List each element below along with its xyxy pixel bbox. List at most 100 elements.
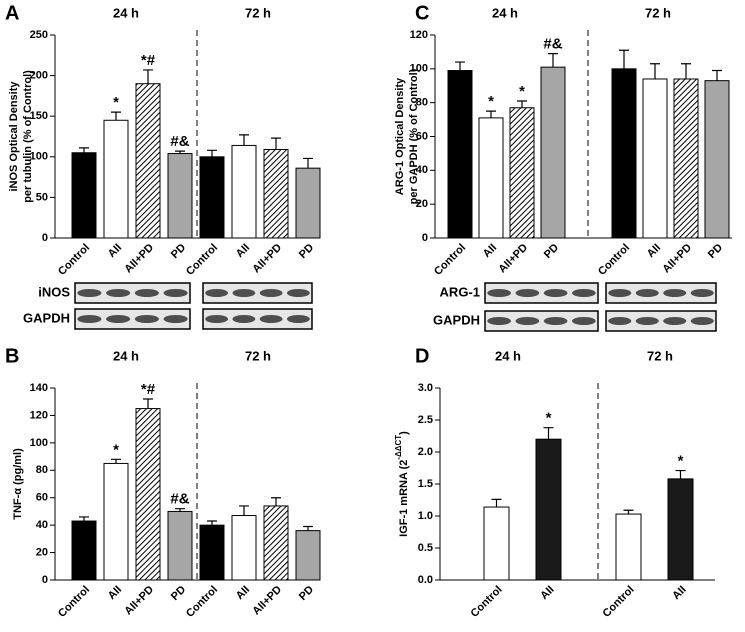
y-axis-label-text: iNOS Optical Density: [8, 81, 20, 192]
y-tick-label: 0.5: [418, 542, 433, 554]
significance-mark: *: [678, 453, 684, 470]
error-bar: [491, 498, 502, 508]
y-tick-label: 2.0: [418, 446, 433, 458]
blot-band: [134, 289, 159, 297]
y-tick-label: 40: [416, 164, 428, 176]
x-tick-label: AII: [234, 584, 252, 602]
x-tick-label: AII: [234, 242, 252, 260]
bar: [71, 152, 97, 239]
bar: [103, 462, 129, 581]
bar: [509, 107, 535, 239]
blot-band: [690, 289, 714, 297]
error-bar: [239, 505, 249, 516]
bar: [103, 119, 129, 239]
y-axis-label: iNOS Optical Density: [8, 81, 20, 192]
bar: [295, 167, 321, 239]
blot-band: [77, 315, 102, 323]
y-tick-label: 60: [36, 492, 48, 504]
error-bar: [517, 100, 527, 108]
blot-band: [286, 289, 310, 297]
panel-label: B: [5, 345, 19, 367]
error-bar: [303, 525, 313, 531]
blot-band: [259, 289, 283, 297]
error-bar: [623, 509, 634, 515]
group-title: 72 h: [245, 5, 271, 20]
group-title: 24 h: [113, 5, 139, 20]
y-tick-label: 100: [410, 63, 428, 75]
blot-band: [543, 289, 568, 297]
x-tick-label: AII+PD: [496, 242, 530, 276]
y-tick-label: 40: [36, 519, 48, 531]
error-bar: [619, 49, 629, 69]
y-tick-label: 1.0: [418, 510, 433, 522]
panel-label: A: [5, 2, 19, 24]
bar: [540, 66, 566, 239]
y-axis-label: IGF-1 mRNA (2-ΔΔCT): [394, 431, 410, 537]
x-tick-label: PD: [706, 242, 725, 261]
bar: [231, 515, 257, 581]
error-bar: [303, 157, 313, 169]
y-tick-label: 2.5: [418, 414, 433, 426]
bar: [199, 524, 225, 581]
y-axis-label-end: ): [398, 431, 410, 435]
blot-label: ARG-1: [440, 284, 480, 299]
blot-band: [134, 315, 159, 323]
y-axis-label-text: ARG-1 Optical Density: [394, 77, 406, 195]
error-bar: [650, 63, 660, 79]
significance-mark: #&: [170, 133, 189, 150]
x-tick-label: PD: [169, 584, 188, 603]
y-tick-label: 120: [410, 29, 428, 41]
error-bar: [207, 149, 217, 157]
significance-mark: *: [113, 441, 119, 458]
blot-band: [232, 315, 256, 323]
bar: [135, 83, 161, 239]
y-axis-label-sup: -ΔΔCT: [394, 435, 403, 460]
significance-mark: #&: [543, 36, 562, 53]
x-tick-label: PD: [169, 242, 188, 261]
y-axis-label: per tubulin (% of Control): [22, 70, 34, 203]
error-bar: [111, 111, 121, 121]
bar: [673, 78, 699, 239]
blot-label: GAPDH: [23, 310, 70, 325]
blot-band: [487, 317, 511, 325]
significance-mark: *: [488, 93, 494, 110]
blot-band: [259, 315, 283, 323]
blot-band: [286, 315, 310, 323]
x-tick-label: AII: [481, 242, 499, 260]
x-tick-label: Control: [184, 584, 220, 620]
x-tick-label: Control: [469, 584, 505, 620]
blot-band: [543, 317, 568, 325]
y-axis-label-text: per tubulin (% of Control): [22, 70, 34, 203]
x-tick-label: AII: [645, 242, 663, 260]
x-tick-label: AII: [106, 584, 124, 602]
y-tick-label: 100: [30, 437, 48, 449]
blot-band: [635, 317, 659, 325]
bar: [667, 478, 694, 581]
x-tick-label: PD: [297, 584, 316, 603]
significance-mark: *: [519, 83, 525, 100]
error-bar: [175, 508, 185, 512]
blot-band: [205, 289, 229, 297]
x-tick-label: Control: [56, 242, 92, 278]
bar: [167, 153, 193, 239]
blot-label: GAPDH: [433, 312, 480, 327]
group-title: 72 h: [647, 348, 673, 363]
panel-label: C: [415, 2, 429, 24]
blot-band: [572, 289, 596, 297]
blot-box: [605, 310, 717, 332]
blot-band: [205, 315, 229, 323]
y-tick-label: 80: [36, 464, 48, 476]
y-tick-label: 150: [30, 110, 48, 122]
y-tick-label: 0: [42, 232, 48, 244]
x-tick-label: Control: [432, 242, 468, 278]
x-tick-label: AII+PD: [122, 242, 156, 276]
group-title: 24 h: [492, 5, 518, 20]
y-axis-label-text: per GAPDH (% of Control): [408, 68, 420, 204]
y-tick-label: 1.5: [418, 478, 433, 490]
blot-band: [487, 289, 511, 297]
x-tick-label: PD: [542, 242, 561, 261]
blot-band: [232, 289, 256, 297]
y-tick-label: 20: [416, 198, 428, 210]
